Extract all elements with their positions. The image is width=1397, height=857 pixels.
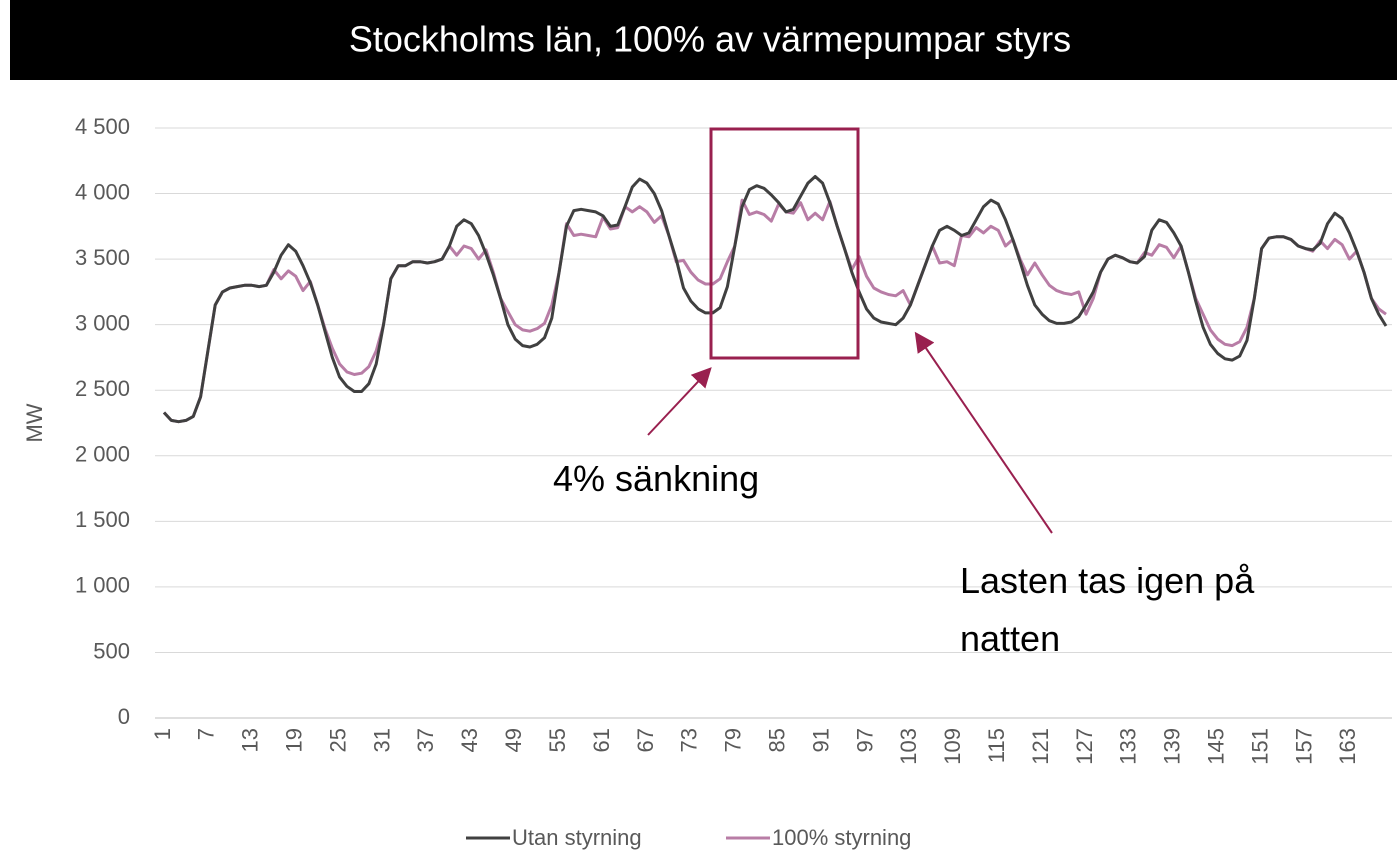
x-tick-label: 31 [369, 728, 394, 752]
x-tick-label: 133 [1116, 728, 1141, 765]
x-tick-label: 121 [1028, 728, 1053, 765]
x-tick-label: 7 [194, 728, 219, 740]
chart-title: Stockholms län, 100% av värmepumpar styr… [349, 19, 1071, 60]
x-tick-label: 151 [1247, 728, 1272, 765]
y-tick-label: 0 [118, 704, 130, 729]
x-tick-label: 139 [1160, 728, 1185, 765]
annotation: Lasten tas igen på natten [960, 560, 1255, 659]
x-tick-label: 145 [1204, 728, 1229, 765]
x-tick-label: 79 [721, 728, 746, 752]
highlight-box [709, 127, 860, 360]
x-tick-label: 13 [238, 728, 263, 752]
y-tick-label: 1 000 [75, 573, 130, 598]
y-tick-label: 2 500 [75, 376, 130, 401]
y-tick-label: 1 500 [75, 507, 130, 532]
x-tick-label: 97 [852, 728, 877, 752]
x-tick-label: 37 [413, 728, 438, 752]
x-tick-label: 85 [764, 728, 789, 752]
y-tick-label: 4 000 [75, 179, 130, 204]
annotation: 4% sänkning [553, 458, 760, 499]
x-tick-label: 127 [1072, 728, 1097, 765]
x-tick-label: 1 [150, 728, 175, 740]
y-tick-label: 3 000 [75, 310, 130, 335]
y-tick-label: 3 500 [75, 245, 130, 270]
x-tick-label: 163 [1335, 728, 1360, 765]
arrow [914, 331, 1053, 534]
y-tick-label: 500 [93, 638, 130, 663]
x-tick-label: 25 [325, 728, 350, 752]
x-tick-label: 67 [633, 728, 658, 752]
y-tick-label: 4 500 [75, 114, 130, 139]
arrow [647, 367, 712, 436]
legend-label: Utan styrning [512, 825, 642, 850]
x-tick-label: 115 [984, 728, 1009, 763]
x-tick-label: 55 [545, 728, 570, 752]
title-bar [10, 0, 1397, 80]
x-tick-label: 157 [1291, 728, 1316, 765]
line-series [162, 175, 1388, 424]
x-tick-label: 73 [677, 728, 702, 752]
x-tick-label: 91 [808, 728, 833, 752]
x-tick-label: 109 [940, 728, 965, 765]
x-tick-label: 43 [457, 728, 482, 752]
y-axis-label: MW [22, 403, 47, 442]
y-tick-label: 2 000 [75, 442, 130, 467]
x-tick-label: 49 [501, 728, 526, 752]
line-series [162, 198, 1387, 424]
legend-label: 100% styrning [772, 825, 911, 850]
x-tick-label: 19 [282, 728, 307, 752]
x-tick-label: 103 [896, 728, 921, 765]
x-tick-label: 61 [589, 728, 614, 752]
